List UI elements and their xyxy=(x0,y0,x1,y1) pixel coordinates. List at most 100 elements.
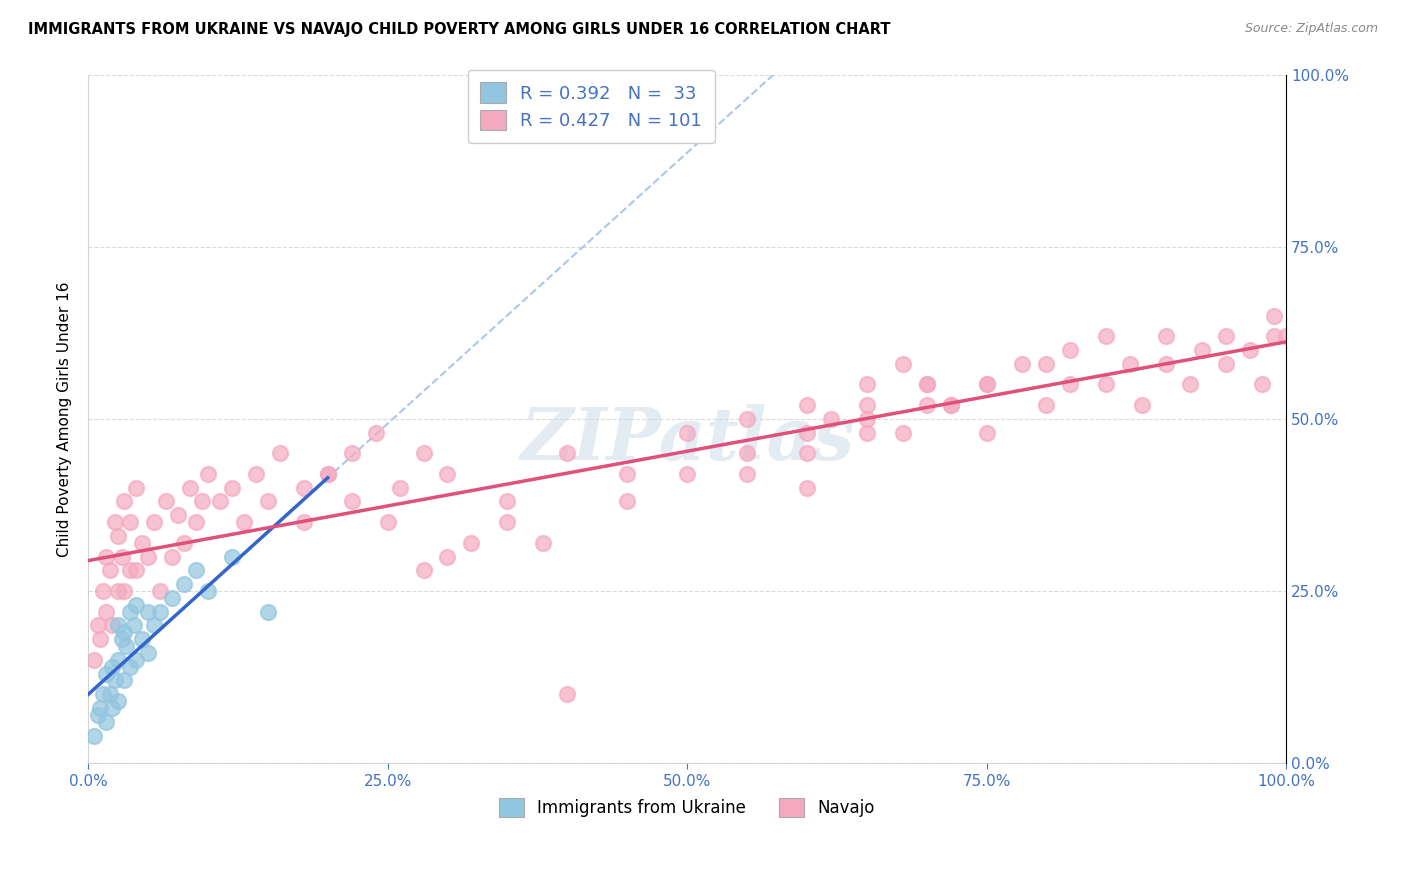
Point xyxy=(107,694,129,708)
Point xyxy=(112,584,135,599)
Point xyxy=(364,425,387,440)
Point xyxy=(436,467,458,481)
Point xyxy=(796,481,818,495)
Point xyxy=(94,549,117,564)
Point xyxy=(555,446,578,460)
Point xyxy=(111,549,134,564)
Text: ZIPatlas: ZIPatlas xyxy=(520,404,853,475)
Point xyxy=(173,577,195,591)
Point xyxy=(1275,329,1298,343)
Point xyxy=(87,618,110,632)
Point xyxy=(1154,329,1177,343)
Point xyxy=(1059,343,1081,357)
Point xyxy=(197,584,219,599)
Point xyxy=(107,529,129,543)
Point xyxy=(184,515,207,529)
Point xyxy=(1215,357,1237,371)
Point xyxy=(111,632,134,647)
Point xyxy=(112,494,135,508)
Point xyxy=(796,398,818,412)
Point xyxy=(120,563,142,577)
Point xyxy=(855,377,877,392)
Point xyxy=(125,653,148,667)
Point xyxy=(149,584,172,599)
Point xyxy=(256,494,278,508)
Point xyxy=(89,701,111,715)
Point xyxy=(1191,343,1213,357)
Point xyxy=(1059,377,1081,392)
Point xyxy=(676,425,699,440)
Point xyxy=(976,425,998,440)
Point xyxy=(101,659,124,673)
Point xyxy=(735,446,758,460)
Point xyxy=(89,632,111,647)
Point xyxy=(460,535,482,549)
Point xyxy=(98,687,121,701)
Point xyxy=(388,481,411,495)
Point xyxy=(197,467,219,481)
Point xyxy=(184,563,207,577)
Point xyxy=(91,687,114,701)
Point xyxy=(1263,329,1285,343)
Legend: Immigrants from Ukraine, Navajo: Immigrants from Ukraine, Navajo xyxy=(492,791,882,823)
Point xyxy=(107,618,129,632)
Point xyxy=(976,377,998,392)
Point xyxy=(915,377,938,392)
Point xyxy=(1251,377,1274,392)
Point xyxy=(143,618,166,632)
Point xyxy=(221,549,243,564)
Point xyxy=(1095,377,1118,392)
Point xyxy=(120,605,142,619)
Point xyxy=(125,481,148,495)
Point xyxy=(125,563,148,577)
Point xyxy=(915,377,938,392)
Point xyxy=(976,377,998,392)
Point xyxy=(496,494,519,508)
Point xyxy=(221,481,243,495)
Point xyxy=(94,714,117,729)
Point xyxy=(98,563,121,577)
Point xyxy=(94,666,117,681)
Point xyxy=(131,535,153,549)
Point xyxy=(531,535,554,549)
Point xyxy=(122,618,145,632)
Point xyxy=(120,659,142,673)
Point xyxy=(496,515,519,529)
Point xyxy=(855,425,877,440)
Point xyxy=(208,494,231,508)
Point xyxy=(131,632,153,647)
Point xyxy=(316,467,339,481)
Point xyxy=(1215,329,1237,343)
Point xyxy=(103,673,125,688)
Point xyxy=(232,515,254,529)
Point xyxy=(112,673,135,688)
Point xyxy=(160,549,183,564)
Point xyxy=(179,481,201,495)
Point xyxy=(191,494,214,508)
Point xyxy=(820,412,842,426)
Point xyxy=(796,446,818,460)
Point xyxy=(94,605,117,619)
Point xyxy=(292,481,315,495)
Point xyxy=(676,467,699,481)
Point xyxy=(316,467,339,481)
Point xyxy=(1035,357,1057,371)
Point xyxy=(112,625,135,640)
Point xyxy=(101,618,124,632)
Point xyxy=(120,515,142,529)
Text: IMMIGRANTS FROM UKRAINE VS NAVAJO CHILD POVERTY AMONG GIRLS UNDER 16 CORRELATION: IMMIGRANTS FROM UKRAINE VS NAVAJO CHILD … xyxy=(28,22,890,37)
Point xyxy=(136,646,159,660)
Point xyxy=(245,467,267,481)
Point xyxy=(256,605,278,619)
Text: Source: ZipAtlas.com: Source: ZipAtlas.com xyxy=(1244,22,1378,36)
Point xyxy=(269,446,291,460)
Point xyxy=(1035,398,1057,412)
Point xyxy=(377,515,399,529)
Point xyxy=(436,549,458,564)
Point xyxy=(292,515,315,529)
Point xyxy=(149,605,172,619)
Point xyxy=(136,605,159,619)
Point xyxy=(855,412,877,426)
Point xyxy=(173,535,195,549)
Point xyxy=(891,425,914,440)
